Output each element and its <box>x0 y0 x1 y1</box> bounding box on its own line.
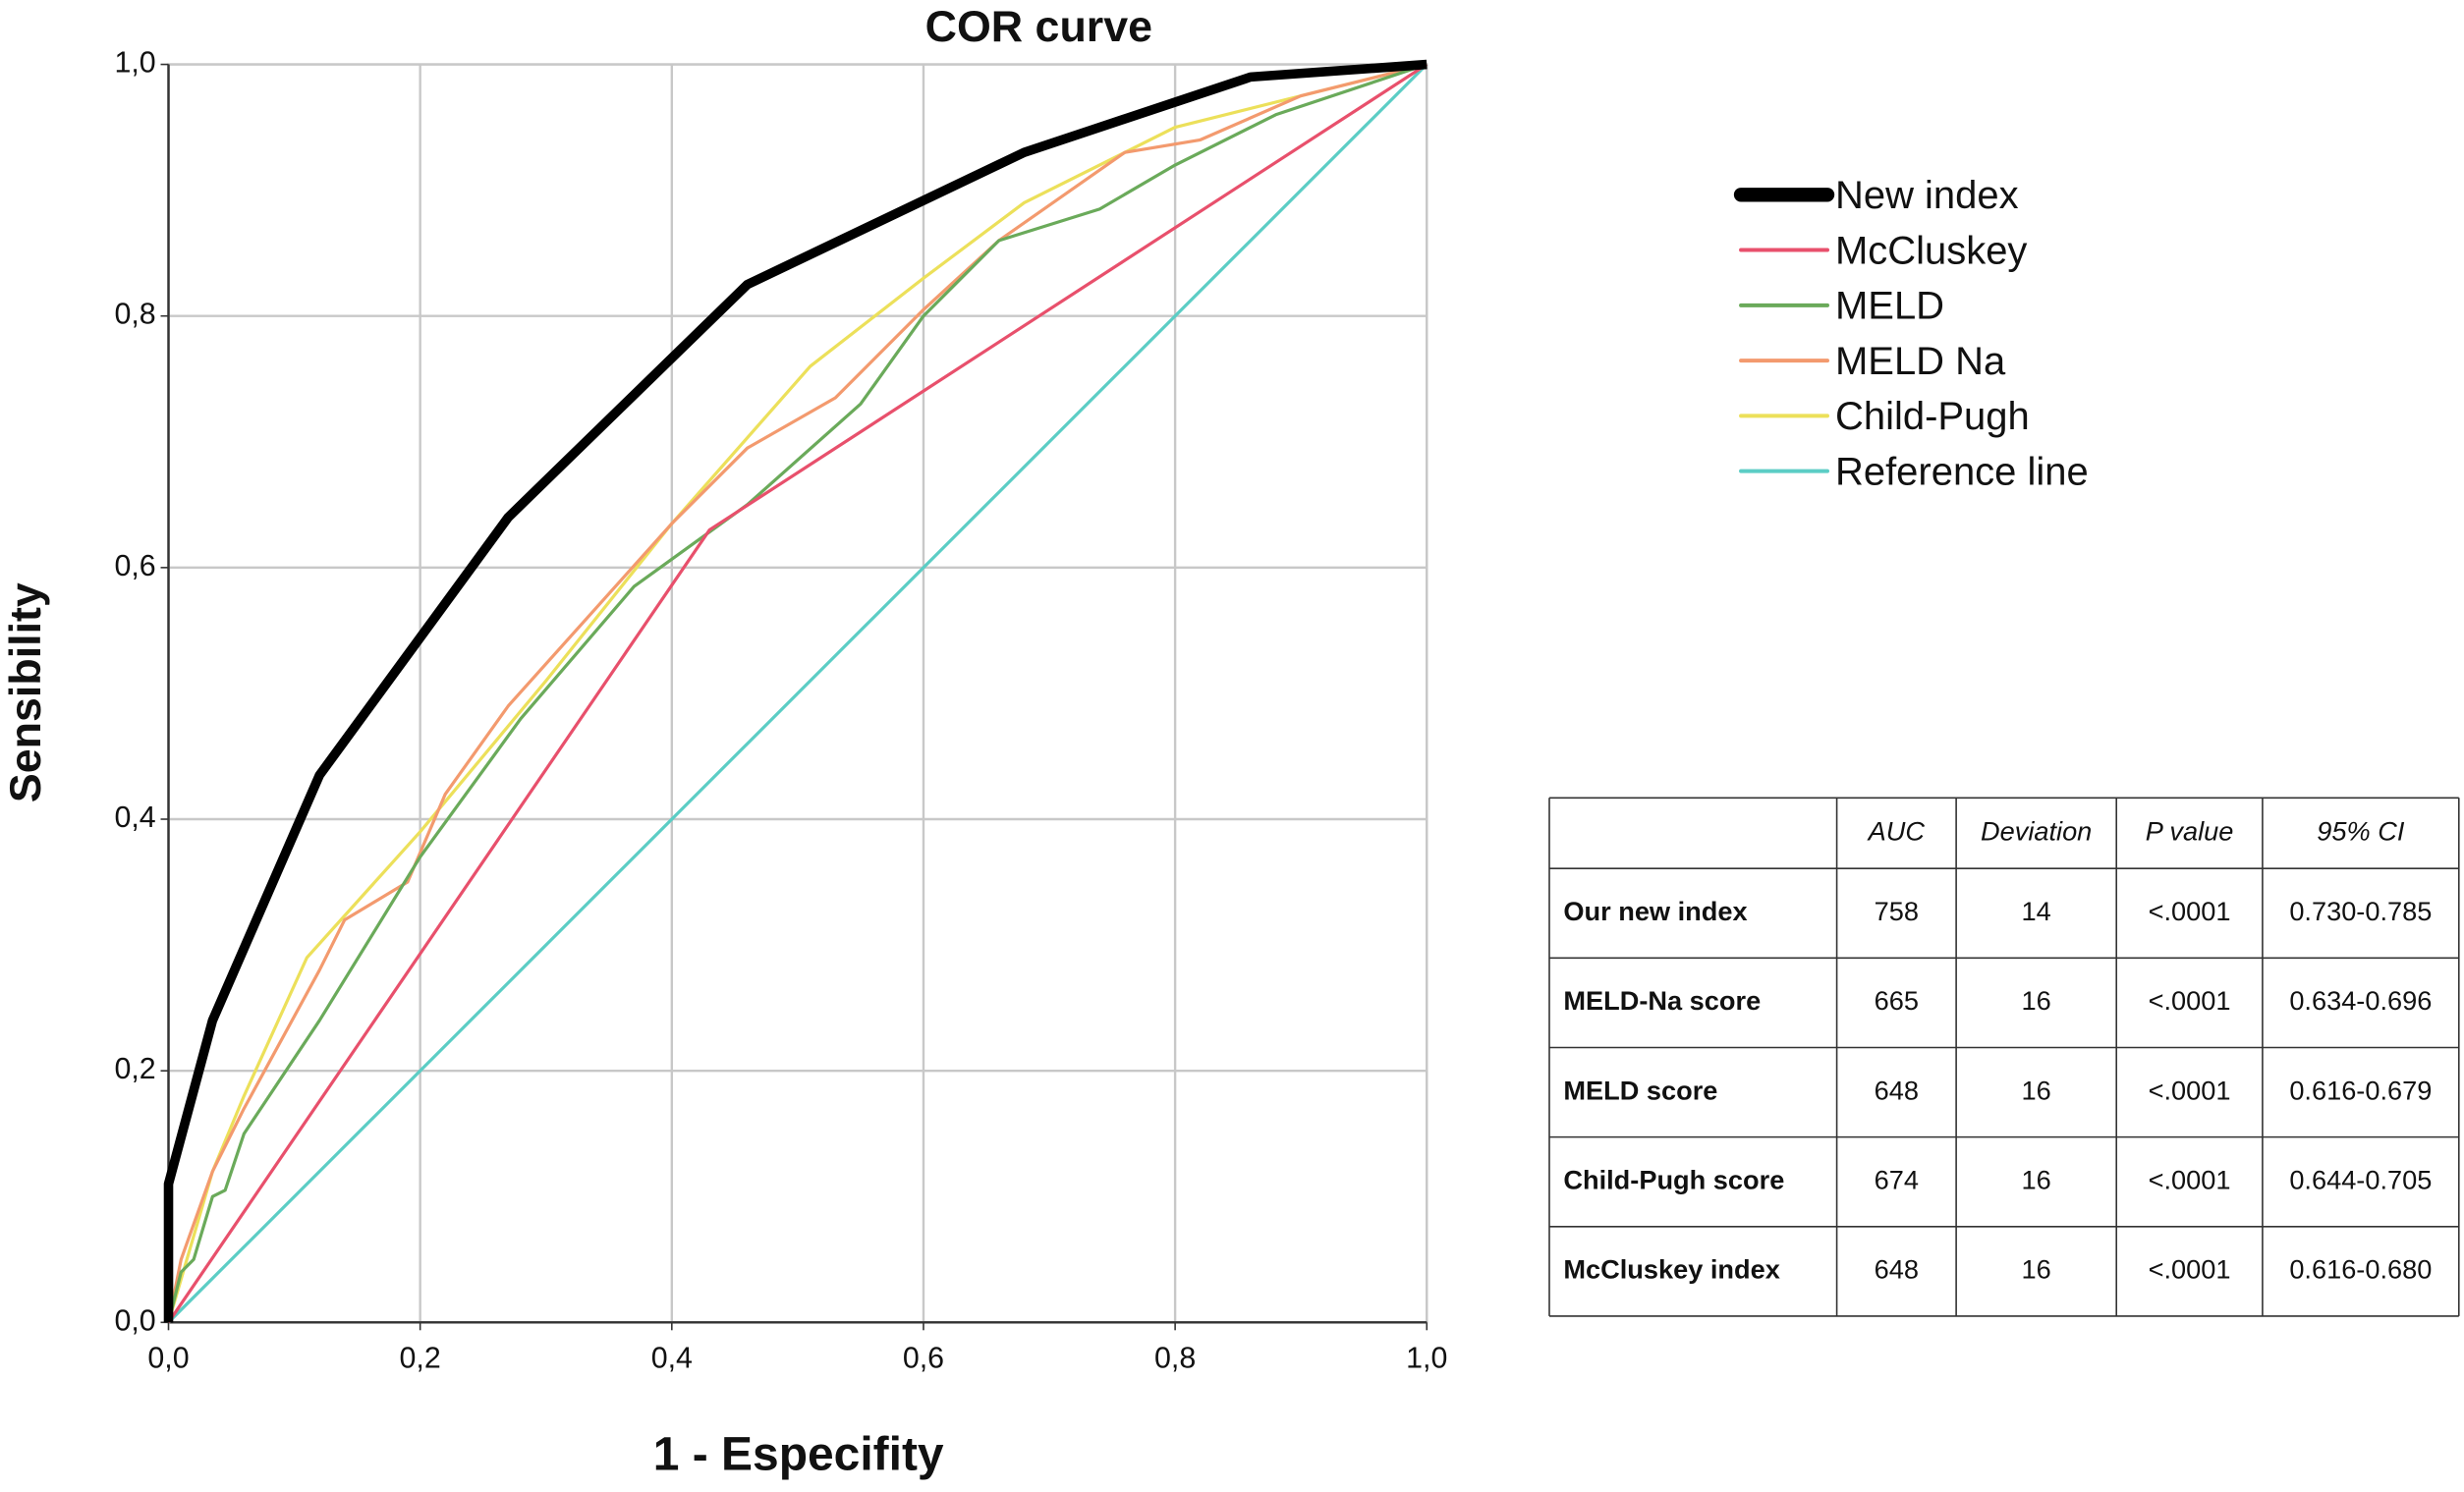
table-cell: 16 <box>2022 1254 2051 1285</box>
table-cell: 0.634-0.696 <box>2289 985 2432 1016</box>
table-cell: <.0001 <box>2149 1075 2231 1105</box>
legend-label: McCluskey <box>1835 229 2027 272</box>
table-header: 95% CI <box>2317 815 2405 846</box>
table-cell: 0.730-0.785 <box>2289 896 2432 926</box>
table-cell: 758 <box>1875 896 1919 926</box>
roc-line <box>166 63 1428 1323</box>
roc-line <box>166 63 1428 1323</box>
table-cell: 674 <box>1875 1164 1919 1194</box>
table-cell: Our new index <box>1563 896 1747 926</box>
table-cell: MELD-Na score <box>1563 985 1761 1016</box>
chart-title: COR curve <box>925 2 1152 51</box>
table-cell: <.0001 <box>2149 1254 2231 1285</box>
table-cell: 14 <box>2022 896 2051 926</box>
y-tick-label: 0,6 <box>114 549 155 582</box>
x-tick-label: 1,0 <box>1406 1342 1447 1375</box>
table-cell: Child-Pugh score <box>1563 1164 1784 1194</box>
x-tick-label: 0,6 <box>903 1342 944 1375</box>
table-cell: 0.616-0.680 <box>2289 1254 2432 1285</box>
table-header: Deviation <box>1981 815 2092 846</box>
table-cell: <.0001 <box>2149 985 2231 1016</box>
table-cell: 648 <box>1875 1254 1919 1285</box>
legend-label: MELD <box>1835 285 1944 328</box>
roc-line <box>163 59 1428 1323</box>
table-cell: McCluskey index <box>1563 1254 1779 1285</box>
table-cell: <.0001 <box>2149 896 2231 926</box>
y-axis-label: Sensibility <box>1 582 50 802</box>
y-tick-label: 0,8 <box>114 298 155 331</box>
table-cell: 16 <box>2022 1164 2051 1194</box>
table-cell: <.0001 <box>2149 1164 2231 1194</box>
y-tick-label: 0,4 <box>114 801 155 834</box>
legend-label: MELD Na <box>1835 340 2006 383</box>
legend-label: Reference line <box>1835 450 2089 493</box>
table-cell: 16 <box>2022 985 2051 1016</box>
y-tick-label: 0,0 <box>114 1303 155 1337</box>
table-cell: 0.616-0.679 <box>2289 1075 2432 1105</box>
legend-label: Child-Pugh <box>1835 395 2030 438</box>
table-cell: 16 <box>2022 1075 2051 1105</box>
roc-line <box>167 63 1428 1324</box>
x-tick-label: 0,0 <box>147 1342 189 1375</box>
y-tick-label: 1,0 <box>114 46 155 80</box>
roc-line <box>166 63 1428 1323</box>
table-header: AUC <box>1867 815 1926 846</box>
table-cell: 648 <box>1875 1075 1919 1105</box>
table-header: P value <box>2146 815 2234 846</box>
x-tick-label: 0,2 <box>400 1342 441 1375</box>
y-tick-label: 0,2 <box>114 1052 155 1085</box>
x-axis-label: 1 - Especifity <box>653 1428 944 1480</box>
roc-line <box>167 63 1428 1324</box>
table-cell: 665 <box>1875 985 1919 1016</box>
table-cell: 0.644-0.705 <box>2289 1164 2432 1194</box>
legend-label: New index <box>1835 174 2019 217</box>
x-tick-label: 0,8 <box>1154 1342 1196 1375</box>
table-cell: MELD score <box>1563 1075 1717 1105</box>
x-tick-label: 0,4 <box>651 1342 693 1375</box>
